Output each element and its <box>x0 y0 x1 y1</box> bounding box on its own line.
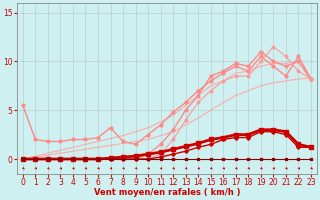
X-axis label: Vent moyen/en rafales ( km/h ): Vent moyen/en rafales ( km/h ) <box>94 188 240 197</box>
